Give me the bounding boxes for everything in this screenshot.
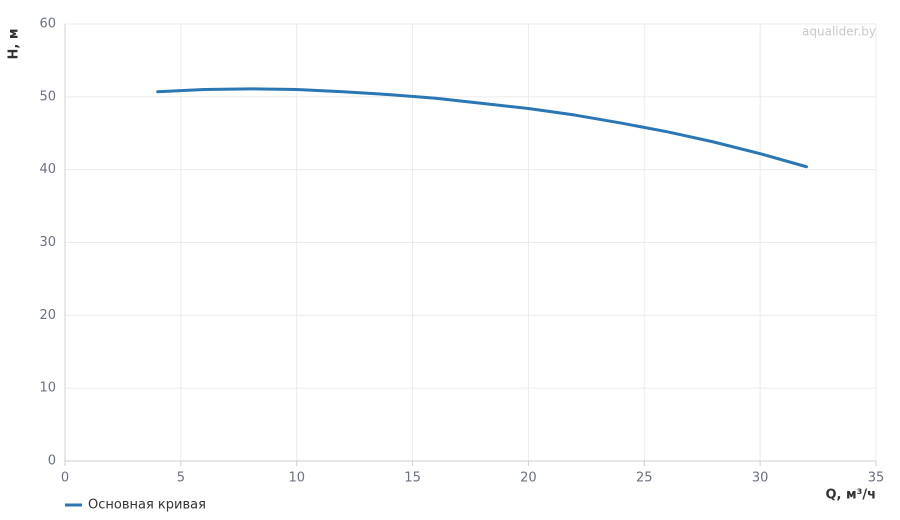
legend-label: Основная кривая xyxy=(88,498,206,513)
y-tick-label: 30 xyxy=(39,235,56,250)
y-tick-label: 50 xyxy=(39,89,56,104)
watermark: aqualider.by xyxy=(802,25,876,39)
x-tick-label: 35 xyxy=(868,471,885,486)
x-tick-label: 25 xyxy=(636,471,653,486)
series-line xyxy=(156,87,808,169)
y-tick-label: 0 xyxy=(48,454,56,469)
x-tick-label: 15 xyxy=(404,471,421,486)
x-axis-label: Q, м³/ч xyxy=(825,488,876,503)
y-tick-label: 20 xyxy=(39,308,56,323)
y-axis-label: H, м xyxy=(7,29,22,60)
x-tick-label: 20 xyxy=(520,471,537,486)
x-tick-label: 0 xyxy=(61,471,69,486)
x-tick-label: 5 xyxy=(177,471,185,486)
y-tick-label: 40 xyxy=(39,162,56,177)
y-tick-label: 60 xyxy=(39,17,56,32)
x-tick-label: 10 xyxy=(288,471,305,486)
y-tick-label: 10 xyxy=(39,381,56,396)
x-tick-label: 30 xyxy=(752,471,769,486)
